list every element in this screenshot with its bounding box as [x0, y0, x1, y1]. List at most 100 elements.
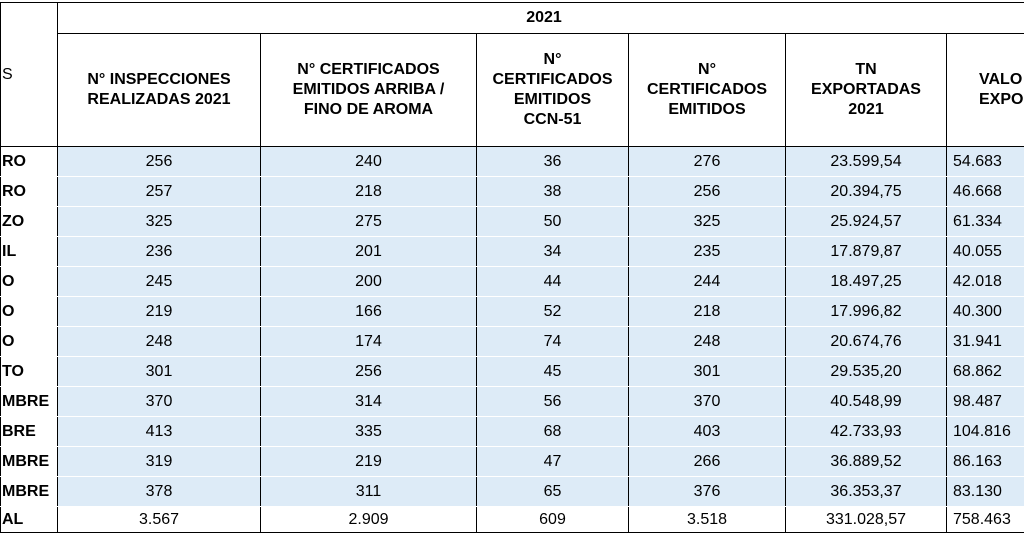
row-label: TO [1, 357, 58, 387]
cell: 275 [261, 207, 477, 237]
cell: 218 [261, 177, 477, 207]
cell: 42.018 [947, 267, 1024, 297]
cell: 236 [58, 237, 261, 267]
cell: 376 [629, 477, 786, 507]
cell: 248 [629, 327, 786, 357]
cell: 36.353,37 [786, 477, 947, 507]
header-line: N° CERTIFICADOS [261, 60, 476, 80]
header-line: EMITIDOS [629, 100, 785, 120]
cell: 166 [261, 297, 477, 327]
row-label: MBRE [1, 387, 58, 417]
cell: 256 [58, 147, 261, 177]
cell: 235 [629, 237, 786, 267]
first-header: S [1, 3, 58, 147]
cell: 38 [477, 177, 629, 207]
cell: 201 [261, 237, 477, 267]
cell: 240 [261, 147, 477, 177]
cell: 86.163 [947, 447, 1024, 477]
cell: 68.862 [947, 357, 1024, 387]
cell: 31.941 [947, 327, 1024, 357]
cell: 325 [629, 207, 786, 237]
row-label: O [1, 267, 58, 297]
year-row: S 2021 [1, 3, 1024, 34]
year-header: 2021 [58, 3, 1024, 34]
cell: 42.733,93 [786, 417, 947, 447]
cell: 245 [58, 267, 261, 297]
cell: 34 [477, 237, 629, 267]
row-label: BRE [1, 417, 58, 447]
header-line: VALO [979, 70, 1024, 90]
header-line: 2021 [786, 100, 946, 120]
cell: 20.394,75 [786, 177, 947, 207]
row-label: O [1, 327, 58, 357]
cell: 47 [477, 447, 629, 477]
cell: 301 [629, 357, 786, 387]
header-line: EMITIDOS ARRIBA / [261, 80, 476, 100]
header-line: N° [629, 60, 785, 80]
cell: 219 [58, 297, 261, 327]
cell: 301 [58, 357, 261, 387]
cell: 65 [477, 477, 629, 507]
cell: 45 [477, 357, 629, 387]
cell: 25.924,57 [786, 207, 947, 237]
header-line: EMITIDOS [477, 90, 628, 110]
cell: 17.996,82 [786, 297, 947, 327]
cell: 174 [261, 327, 477, 357]
cell: 44 [477, 267, 629, 297]
cell: 3.567 [58, 507, 261, 533]
row-label: MBRE [1, 447, 58, 477]
cell: 248 [58, 327, 261, 357]
cell: 758.463 [947, 507, 1024, 533]
cell: 335 [261, 417, 477, 447]
header-line: EXPORTADAS [786, 80, 946, 100]
cell: 83.130 [947, 477, 1024, 507]
header-line: N° [477, 50, 628, 70]
cell: 413 [58, 417, 261, 447]
cell: 200 [261, 267, 477, 297]
cell: 98.487 [947, 387, 1024, 417]
cell: 74 [477, 327, 629, 357]
cell: 370 [629, 387, 786, 417]
cell: 256 [629, 177, 786, 207]
header-line: FINO DE AROMA [261, 100, 476, 120]
cell: 276 [629, 147, 786, 177]
cell: 244 [629, 267, 786, 297]
cell: 311 [261, 477, 477, 507]
cell: 378 [58, 477, 261, 507]
row-label: O [1, 297, 58, 327]
cell: 52 [477, 297, 629, 327]
cell: 2.909 [261, 507, 477, 533]
cell: 40.055 [947, 237, 1024, 267]
cell: 17.879,87 [786, 237, 947, 267]
header-line: CERTIFICADOS [629, 80, 785, 100]
header-line: N° INSPECCIONES [58, 70, 260, 90]
header-line: CCN-51 [477, 110, 628, 130]
header-line: TN [786, 60, 946, 80]
row-label: ZO [1, 207, 58, 237]
row-label: IL [1, 237, 58, 267]
cell: 609 [477, 507, 629, 533]
cell: 23.599,54 [786, 147, 947, 177]
cell: 319 [58, 447, 261, 477]
cell: 50 [477, 207, 629, 237]
cell: 325 [58, 207, 261, 237]
